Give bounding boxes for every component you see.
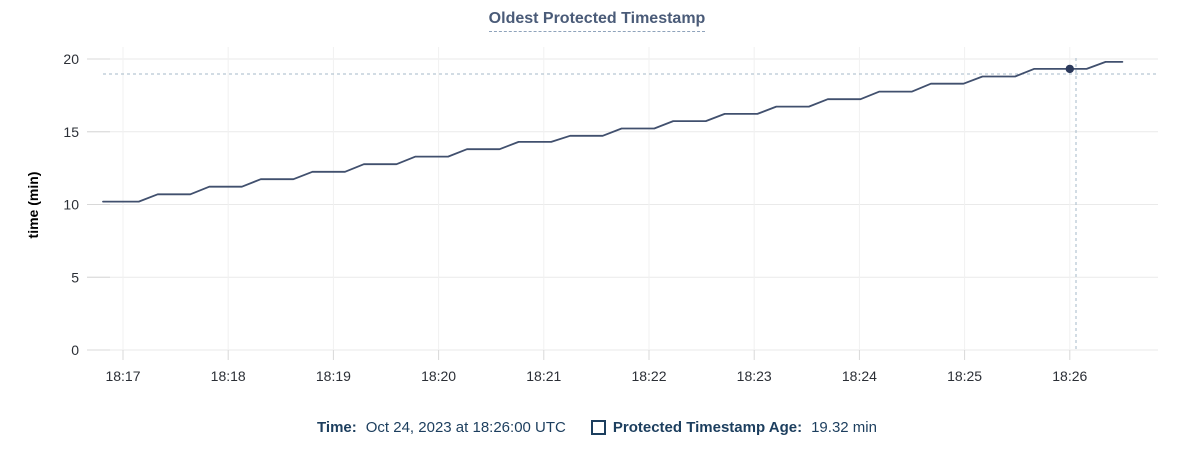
chart-legend: Time: Oct 24, 2023 at 18:26:00 UTC Prote… <box>0 419 1194 436</box>
x-tick-label: 18:25 <box>947 368 982 384</box>
line-chart-plot-area[interactable]: 0 5 10 15 20 18:17 18:18 18:19 18:20 18:21 18:22 18… <box>0 0 1194 405</box>
chart-title-row: Oldest Protected Timestamp <box>0 10 1194 32</box>
x-tick-label: 18:24 <box>842 368 877 384</box>
y-tick-label: 20 <box>63 51 79 67</box>
legend-series-value: 19.32 min <box>811 419 877 436</box>
y-tick-label: 5 <box>71 269 79 285</box>
legend-time-value: Oct 24, 2023 at 18:26:00 UTC <box>365 419 566 436</box>
x-tick-label: 18:17 <box>105 368 140 384</box>
series-line <box>102 61 1124 203</box>
x-tick-label: 18:21 <box>526 368 561 384</box>
x-tick-label: 18:23 <box>737 368 772 384</box>
x-tick-label: 18:18 <box>211 368 246 384</box>
series-square-outline-icon <box>590 420 606 435</box>
y-tick-label: 15 <box>63 124 79 140</box>
legend-series-label: Protected Timestamp Age: <box>612 419 803 436</box>
chart-title[interactable]: Oldest Protected Timestamp <box>488 10 706 32</box>
x-tick-label: 18:20 <box>421 368 456 384</box>
x-tick-label: 18:19 <box>316 368 351 384</box>
x-tick-label: 18:26 <box>1052 368 1087 384</box>
legend-series-item[interactable]: Protected Timestamp Age: 19.32 min <box>590 419 877 436</box>
y-tick-label: 10 <box>63 197 79 213</box>
hover-data-point <box>1065 64 1075 74</box>
legend-time-label: Time: <box>317 419 357 436</box>
x-tick-label: 18:22 <box>631 368 666 384</box>
y-tick-label: 0 <box>71 342 79 358</box>
